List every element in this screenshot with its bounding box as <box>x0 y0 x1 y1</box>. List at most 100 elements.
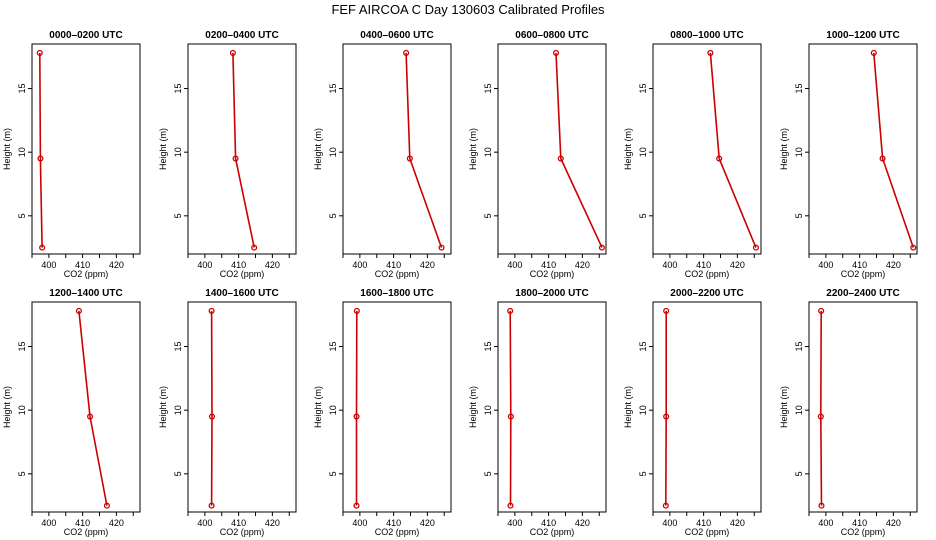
y-axis-label: Height (m) <box>313 128 323 170</box>
panel-title: 1000–1200 UTC <box>826 30 899 41</box>
x-tick-label: 400 <box>197 260 212 270</box>
profile-point <box>817 413 824 420</box>
y-tick-label: 5 <box>794 471 804 476</box>
y-tick-label: 15 <box>483 342 493 352</box>
y-tick-label: 5 <box>328 213 338 218</box>
y-tick-label: 10 <box>483 405 493 415</box>
y-axis-label: Height (m) <box>468 128 478 170</box>
x-axis-label: CO2 (ppm) <box>530 527 575 537</box>
x-tick-label: 400 <box>818 260 833 270</box>
y-axis-label: Height (m) <box>468 386 478 428</box>
panel-title: 2000–2200 UTC <box>670 288 743 299</box>
profile-point <box>251 244 258 251</box>
y-tick-label: 15 <box>794 342 804 352</box>
x-tick-label: 420 <box>265 260 280 270</box>
y-tick-label: 5 <box>794 213 804 218</box>
plot-frame <box>31 301 141 513</box>
x-axis-label: CO2 (ppm) <box>220 269 265 279</box>
profile-point <box>507 502 514 509</box>
plot-frame <box>497 43 607 255</box>
x-axis-label: CO2 (ppm) <box>64 527 109 537</box>
profile-point <box>818 502 825 509</box>
x-tick-label: 420 <box>265 518 280 528</box>
x-tick-label: 400 <box>662 518 677 528</box>
profile-point <box>232 155 239 162</box>
profile-point <box>870 49 877 56</box>
y-tick-label: 10 <box>794 147 804 157</box>
y-tick-label: 15 <box>794 84 804 94</box>
y-tick-label: 15 <box>17 342 27 352</box>
plot-frame <box>808 301 918 513</box>
x-axis-label: CO2 (ppm) <box>375 527 420 537</box>
x-tick-label: 410 <box>541 518 556 528</box>
profile-line <box>709 52 757 248</box>
x-axis-label: CO2 (ppm) <box>64 269 109 279</box>
profile-point <box>36 49 43 56</box>
x-tick-label: 400 <box>818 518 833 528</box>
y-tick-label: 5 <box>483 213 493 218</box>
x-tick-label: 400 <box>197 518 212 528</box>
profile-point <box>598 244 605 251</box>
x-tick-label: 410 <box>75 518 90 528</box>
panel-title: 0600–0800 UTC <box>515 30 588 41</box>
y-tick-label: 15 <box>328 342 338 352</box>
x-tick-label: 420 <box>109 260 124 270</box>
plot-frame <box>652 43 762 255</box>
plot-frame <box>31 43 141 255</box>
y-axis-label: Height (m) <box>779 128 789 170</box>
y-tick-label: 10 <box>483 147 493 157</box>
x-tick-label: 410 <box>852 260 867 270</box>
y-axis-label: Height (m) <box>779 386 789 428</box>
profile-line <box>39 52 43 248</box>
profile-point <box>103 502 110 509</box>
x-tick-label: 420 <box>886 518 901 528</box>
x-tick-label: 410 <box>541 260 556 270</box>
x-tick-label: 420 <box>575 260 590 270</box>
profile-line <box>555 52 603 248</box>
profile-point <box>752 244 759 251</box>
x-axis-label: CO2 (ppm) <box>685 269 730 279</box>
profile-point <box>208 502 215 509</box>
x-tick-label: 420 <box>109 518 124 528</box>
profile-point <box>229 49 236 56</box>
y-tick-label: 15 <box>483 84 493 94</box>
profile-point <box>37 155 44 162</box>
y-tick-label: 15 <box>328 84 338 94</box>
profile-line <box>819 310 823 506</box>
profile-panel: 2000–2200 UTC 400 410 420 5 10 15 CO2 (ppm) Heig… <box>623 288 762 537</box>
y-tick-label: 10 <box>17 147 27 157</box>
y-tick-label: 5 <box>173 213 183 218</box>
profile-point <box>507 413 514 420</box>
y-tick-label: 15 <box>638 84 648 94</box>
panel-title: 1200–1400 UTC <box>49 288 122 299</box>
panel-title: 0200–0400 UTC <box>205 30 278 41</box>
panel-title: 1600–1800 UTC <box>360 288 433 299</box>
panel-title: 2200–2400 UTC <box>826 288 899 299</box>
profile-point <box>75 307 82 314</box>
y-axis-label: Height (m) <box>623 128 633 170</box>
profile-panel: 2200–2400 UTC 400 410 420 5 10 15 CO2 (ppm) Heig… <box>779 288 918 537</box>
x-tick-label: 420 <box>730 518 745 528</box>
profile-panel: 1000–1200 UTC 400 410 420 5 10 15 CO2 (ppm) Heig… <box>779 30 918 279</box>
x-tick-label: 400 <box>507 260 522 270</box>
profile-point <box>87 413 94 420</box>
x-tick-label: 410 <box>386 518 401 528</box>
y-tick-label: 15 <box>17 84 27 94</box>
profile-point <box>353 307 360 314</box>
y-tick-label: 10 <box>173 147 183 157</box>
y-tick-label: 5 <box>328 471 338 476</box>
y-tick-label: 15 <box>173 342 183 352</box>
panel-title: 1400–1600 UTC <box>205 288 278 299</box>
y-axis-label: Height (m) <box>158 128 168 170</box>
profile-point <box>208 413 216 420</box>
profile-point <box>552 49 560 56</box>
x-tick-label: 420 <box>575 518 590 528</box>
x-tick-label: 400 <box>41 260 56 270</box>
profile-panel: 0600–0800 UTC 400 410 420 5 10 15 CO2 (ppm) Heig… <box>468 30 607 279</box>
x-tick-label: 410 <box>231 260 246 270</box>
profile-point <box>39 244 46 251</box>
panel-title: 0800–1000 UTC <box>670 30 743 41</box>
profile-point <box>910 244 917 251</box>
plot-frame <box>187 43 297 255</box>
